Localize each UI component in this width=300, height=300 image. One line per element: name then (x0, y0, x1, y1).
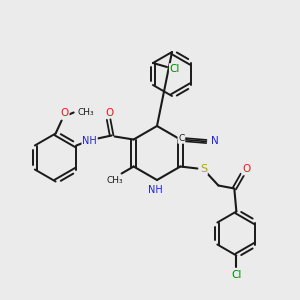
Text: N: N (211, 136, 218, 146)
Text: Cl: Cl (170, 64, 180, 74)
Text: CH₃: CH₃ (77, 108, 94, 117)
Text: Cl: Cl (231, 269, 242, 280)
Text: S: S (200, 164, 207, 175)
Text: CH₃: CH₃ (106, 176, 123, 185)
Text: NH: NH (148, 185, 162, 195)
Text: C: C (178, 134, 184, 143)
Text: O: O (242, 164, 250, 175)
Text: O: O (106, 107, 114, 118)
Text: O: O (61, 109, 69, 118)
Text: NH: NH (82, 136, 97, 146)
